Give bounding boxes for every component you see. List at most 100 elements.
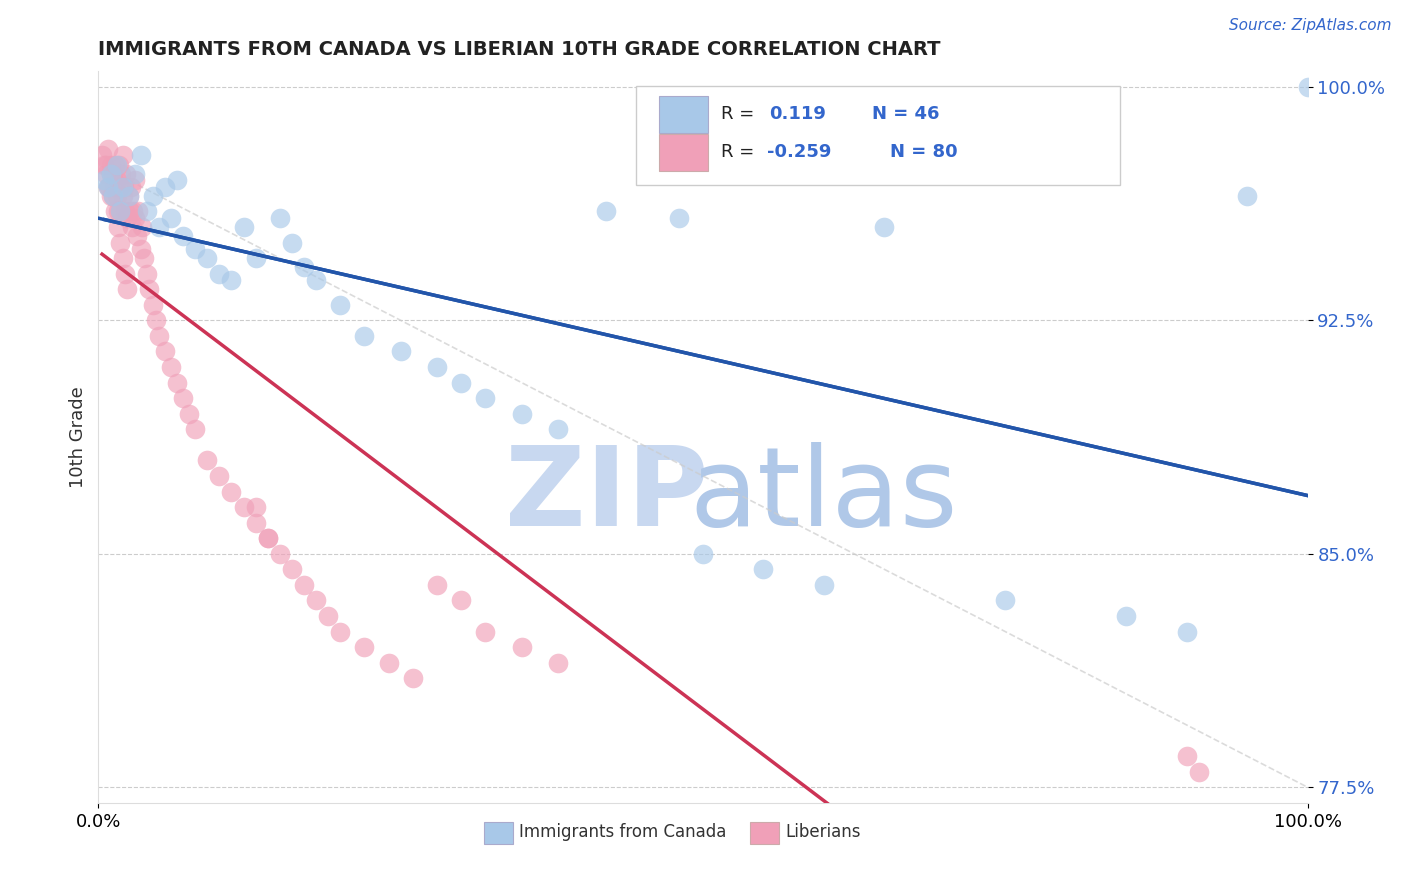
- Point: [752, 562, 775, 576]
- Point: [510, 407, 533, 421]
- FancyBboxPatch shape: [659, 96, 707, 133]
- Point: [131, 219, 153, 234]
- Point: [994, 593, 1017, 607]
- Point: [184, 422, 207, 436]
- Point: [97, 142, 120, 156]
- Point: [135, 267, 157, 281]
- Point: [172, 391, 194, 405]
- Point: [134, 251, 156, 265]
- Point: [329, 298, 352, 312]
- Point: [101, 189, 124, 203]
- Point: [426, 359, 449, 374]
- Point: [256, 531, 278, 545]
- FancyBboxPatch shape: [751, 822, 779, 844]
- Point: [402, 671, 425, 685]
- Point: [184, 242, 207, 256]
- Text: 0.119: 0.119: [769, 104, 827, 123]
- Point: [153, 179, 176, 194]
- Text: ZIP: ZIP: [505, 442, 709, 549]
- Point: [179, 407, 201, 421]
- Point: [245, 500, 267, 515]
- Point: [127, 204, 149, 219]
- Text: IMMIGRANTS FROM CANADA VS LIBERIAN 10TH GRADE CORRELATION CHART: IMMIGRANTS FROM CANADA VS LIBERIAN 10TH …: [98, 39, 941, 59]
- Point: [97, 179, 120, 194]
- Point: [111, 251, 134, 265]
- Point: [195, 453, 218, 467]
- Point: [208, 469, 231, 483]
- Point: [160, 211, 183, 225]
- Point: [269, 211, 291, 225]
- Point: [118, 204, 141, 219]
- Point: [692, 547, 714, 561]
- Point: [245, 516, 267, 530]
- Text: atlas: atlas: [690, 442, 957, 549]
- Point: [1175, 624, 1198, 639]
- Point: [1188, 764, 1211, 779]
- Point: [510, 640, 533, 655]
- Point: [100, 167, 122, 181]
- FancyBboxPatch shape: [484, 822, 513, 844]
- Point: [105, 173, 128, 187]
- Point: [103, 179, 125, 194]
- Point: [281, 562, 304, 576]
- Point: [329, 624, 352, 639]
- Point: [377, 656, 399, 670]
- Point: [1296, 79, 1319, 94]
- Point: [813, 578, 835, 592]
- Point: [117, 211, 139, 225]
- Point: [232, 219, 254, 234]
- FancyBboxPatch shape: [659, 135, 707, 171]
- Point: [873, 219, 896, 234]
- Point: [101, 167, 124, 181]
- Point: [108, 204, 131, 219]
- Point: [111, 179, 134, 194]
- Point: [166, 173, 188, 187]
- Point: [120, 179, 142, 194]
- Point: [195, 251, 218, 265]
- Point: [115, 167, 138, 181]
- Point: [100, 167, 122, 181]
- Point: [221, 484, 243, 499]
- Point: [122, 204, 145, 219]
- Point: [108, 204, 131, 219]
- Point: [93, 173, 115, 187]
- Point: [166, 376, 188, 390]
- Point: [160, 359, 183, 374]
- Point: [172, 229, 194, 244]
- Point: [98, 179, 121, 194]
- Point: [474, 624, 496, 639]
- Point: [269, 547, 291, 561]
- Point: [101, 189, 124, 203]
- Point: [450, 593, 472, 607]
- Point: [117, 282, 139, 296]
- Point: [108, 235, 131, 250]
- Point: [93, 158, 115, 172]
- Point: [124, 173, 146, 187]
- Point: [121, 219, 143, 234]
- Point: [547, 422, 569, 436]
- Point: [1236, 189, 1258, 203]
- Point: [110, 167, 132, 181]
- Text: R =: R =: [721, 143, 761, 161]
- Point: [94, 158, 117, 172]
- Point: [245, 251, 267, 265]
- Point: [305, 273, 328, 287]
- Point: [112, 179, 135, 194]
- Point: [145, 313, 167, 327]
- Point: [208, 267, 231, 281]
- Point: [668, 211, 690, 225]
- Text: N = 80: N = 80: [890, 143, 957, 161]
- Point: [100, 189, 122, 203]
- Text: -0.259: -0.259: [768, 143, 831, 161]
- Point: [353, 329, 375, 343]
- Point: [135, 204, 157, 219]
- Point: [142, 298, 165, 312]
- Point: [124, 167, 146, 181]
- Point: [138, 282, 160, 296]
- Point: [547, 656, 569, 670]
- Point: [281, 235, 304, 250]
- Point: [353, 640, 375, 655]
- Point: [256, 531, 278, 545]
- Point: [474, 391, 496, 405]
- Point: [292, 578, 315, 592]
